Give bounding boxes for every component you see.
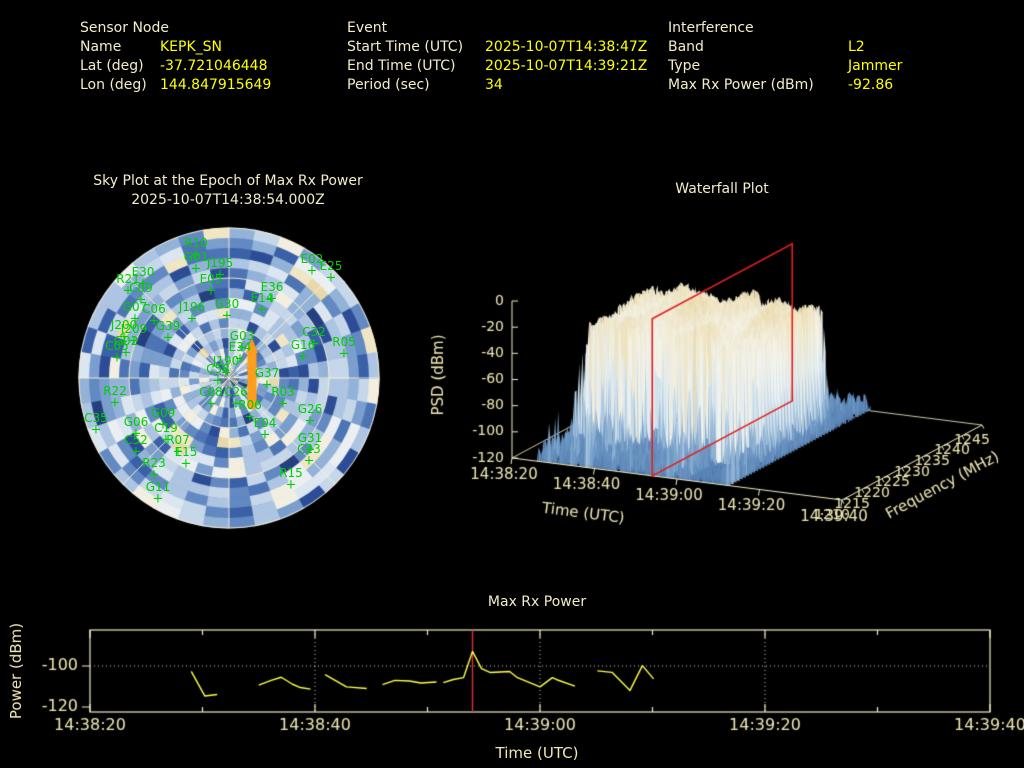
sensor-lat-value: -37.721046448: [160, 58, 268, 74]
sensor-lat-label: Lat (deg): [80, 58, 144, 74]
interference-power-label: Max Rx Power (dBm): [668, 77, 814, 93]
power-xlabel: Time (UTC): [495, 744, 579, 762]
skyplot-subtitle: 2025-10-07T14:38:54.000Z: [131, 192, 325, 208]
skyplot-title: Sky Plot at the Epoch of Max Rx Power: [93, 173, 363, 189]
power-ylabel: Power (dBm): [7, 622, 25, 720]
interference-power-value: -92.86: [848, 77, 894, 93]
skyplot-heatmap-canvas: [59, 208, 399, 548]
event-start-value: 2025-10-07T14:38:47Z: [485, 39, 648, 55]
sensor-lon-label: Lon (deg): [80, 77, 147, 93]
event-period-value: 34: [485, 77, 503, 93]
event-section-title: Event: [347, 20, 388, 36]
sensor-name-value: KEPK_SN: [160, 39, 223, 55]
event-period-label: Period (sec): [347, 77, 430, 93]
sensor-node-section-title: Sensor Node: [80, 20, 169, 36]
interference-type-value: Jammer: [848, 58, 903, 74]
sensor-name-label: Name: [80, 39, 122, 55]
power-line-canvas: [0, 592, 1024, 768]
interference-band-value: L2: [848, 39, 865, 55]
sensor-lon-value: 144.847915649: [160, 77, 272, 93]
interference-section-title: Interference: [668, 20, 754, 36]
waterfall-3d-canvas: [424, 205, 1024, 545]
event-end-label: End Time (UTC): [347, 58, 456, 74]
event-end-value: 2025-10-07T14:39:21Z: [485, 58, 648, 74]
interference-band-label: Band: [668, 39, 704, 55]
event-start-label: Start Time (UTC): [347, 39, 464, 55]
waterfall-title: Waterfall Plot: [675, 181, 769, 197]
interference-type-label: Type: [668, 58, 701, 74]
